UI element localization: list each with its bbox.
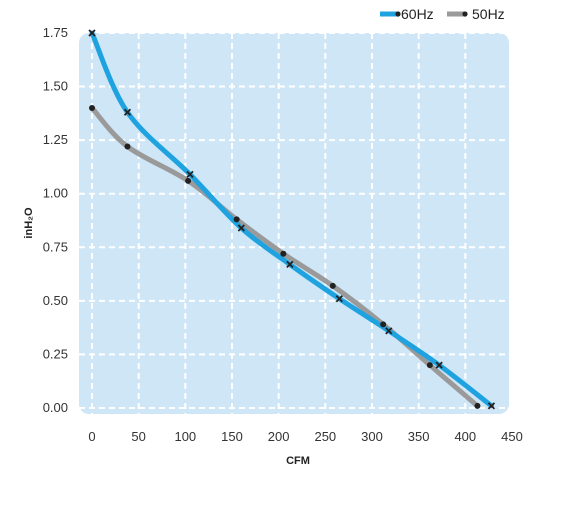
y-tick-label-0: 0.00 <box>43 400 68 415</box>
marker-stroke-b <box>335 295 343 303</box>
data-point-50hz-1 <box>124 143 131 150</box>
data-point-60hz-1 <box>123 108 132 116</box>
y-tick-label-6: 1.50 <box>43 79 68 94</box>
marker-stroke-b <box>123 108 132 116</box>
data-point-50hz-6 <box>380 321 387 328</box>
x-tick-label-6: 300 <box>361 429 383 444</box>
x-axis-label: CFM <box>286 455 310 467</box>
data-point-60hz-4 <box>286 260 294 269</box>
marker-stroke-b <box>237 224 245 232</box>
marker-stroke-b <box>487 402 496 410</box>
x-tick-label-4: 200 <box>268 429 290 444</box>
x-axis-ticks: 0 50 100 150 200 250 300 350 400 450 <box>88 429 522 444</box>
legend-50hz-marker <box>462 11 468 17</box>
data-point-60hz-2 <box>186 170 194 179</box>
marker-stroke-b <box>385 327 393 335</box>
data-point-60hz-5 <box>335 295 343 303</box>
data-point-50hz-5 <box>329 282 336 289</box>
marker-stroke-b <box>435 361 443 369</box>
y-tick-label-4: 1.00 <box>43 186 68 201</box>
series-line-60hz <box>89 30 494 409</box>
data-point-60hz-0 <box>88 29 96 37</box>
y-tick-label-2: 0.50 <box>43 293 68 308</box>
legend-60hz-marker <box>395 11 401 17</box>
x-tick-label-8: 400 <box>454 429 476 444</box>
data-point-50hz-8 <box>474 402 481 409</box>
data-point-50hz-7 <box>426 362 433 369</box>
x-tick-label-3: 150 <box>221 429 243 444</box>
marker-stroke-b <box>88 29 96 37</box>
data-point-50hz-0 <box>89 104 95 111</box>
x-tick-label-9: 450 <box>501 429 523 444</box>
legend-50hz-label: 50Hz <box>472 6 505 22</box>
marker-stroke-b <box>186 170 194 179</box>
y-tick-label-7: 1.75 <box>43 25 68 40</box>
x-tick-label-2: 100 <box>174 429 196 444</box>
y-tick-label-3: 0.75 <box>43 239 68 254</box>
data-point-60hz-8 <box>487 402 496 410</box>
y-axis-label: inH₂O <box>23 207 35 239</box>
y-tick-label-1: 0.25 <box>43 346 68 361</box>
data-point-60hz-7 <box>435 361 443 369</box>
y-axis-ticks: 0.00 0.25 0.50 0.75 1.00 1.25 1.50 1.75 <box>43 25 68 415</box>
legend: 60Hz 50Hz <box>380 6 505 22</box>
x-tick-label-7: 350 <box>408 429 430 444</box>
data-point-60hz-3 <box>237 224 245 232</box>
data-point-50hz-2 <box>185 177 192 184</box>
data-point-50hz-3 <box>233 216 240 223</box>
data-point-60hz-6 <box>385 327 393 335</box>
x-tick-label-1: 50 <box>131 429 145 444</box>
x-tick-label-0: 0 <box>88 429 95 444</box>
y-tick-label-5: 1.25 <box>43 132 68 147</box>
series-group <box>88 29 496 410</box>
marker-stroke-b <box>286 260 294 269</box>
plot-background <box>79 33 509 414</box>
x-tick-label-5: 250 <box>314 429 336 444</box>
data-point-50hz-4 <box>280 250 287 257</box>
legend-60hz-label: 60Hz <box>401 6 434 22</box>
